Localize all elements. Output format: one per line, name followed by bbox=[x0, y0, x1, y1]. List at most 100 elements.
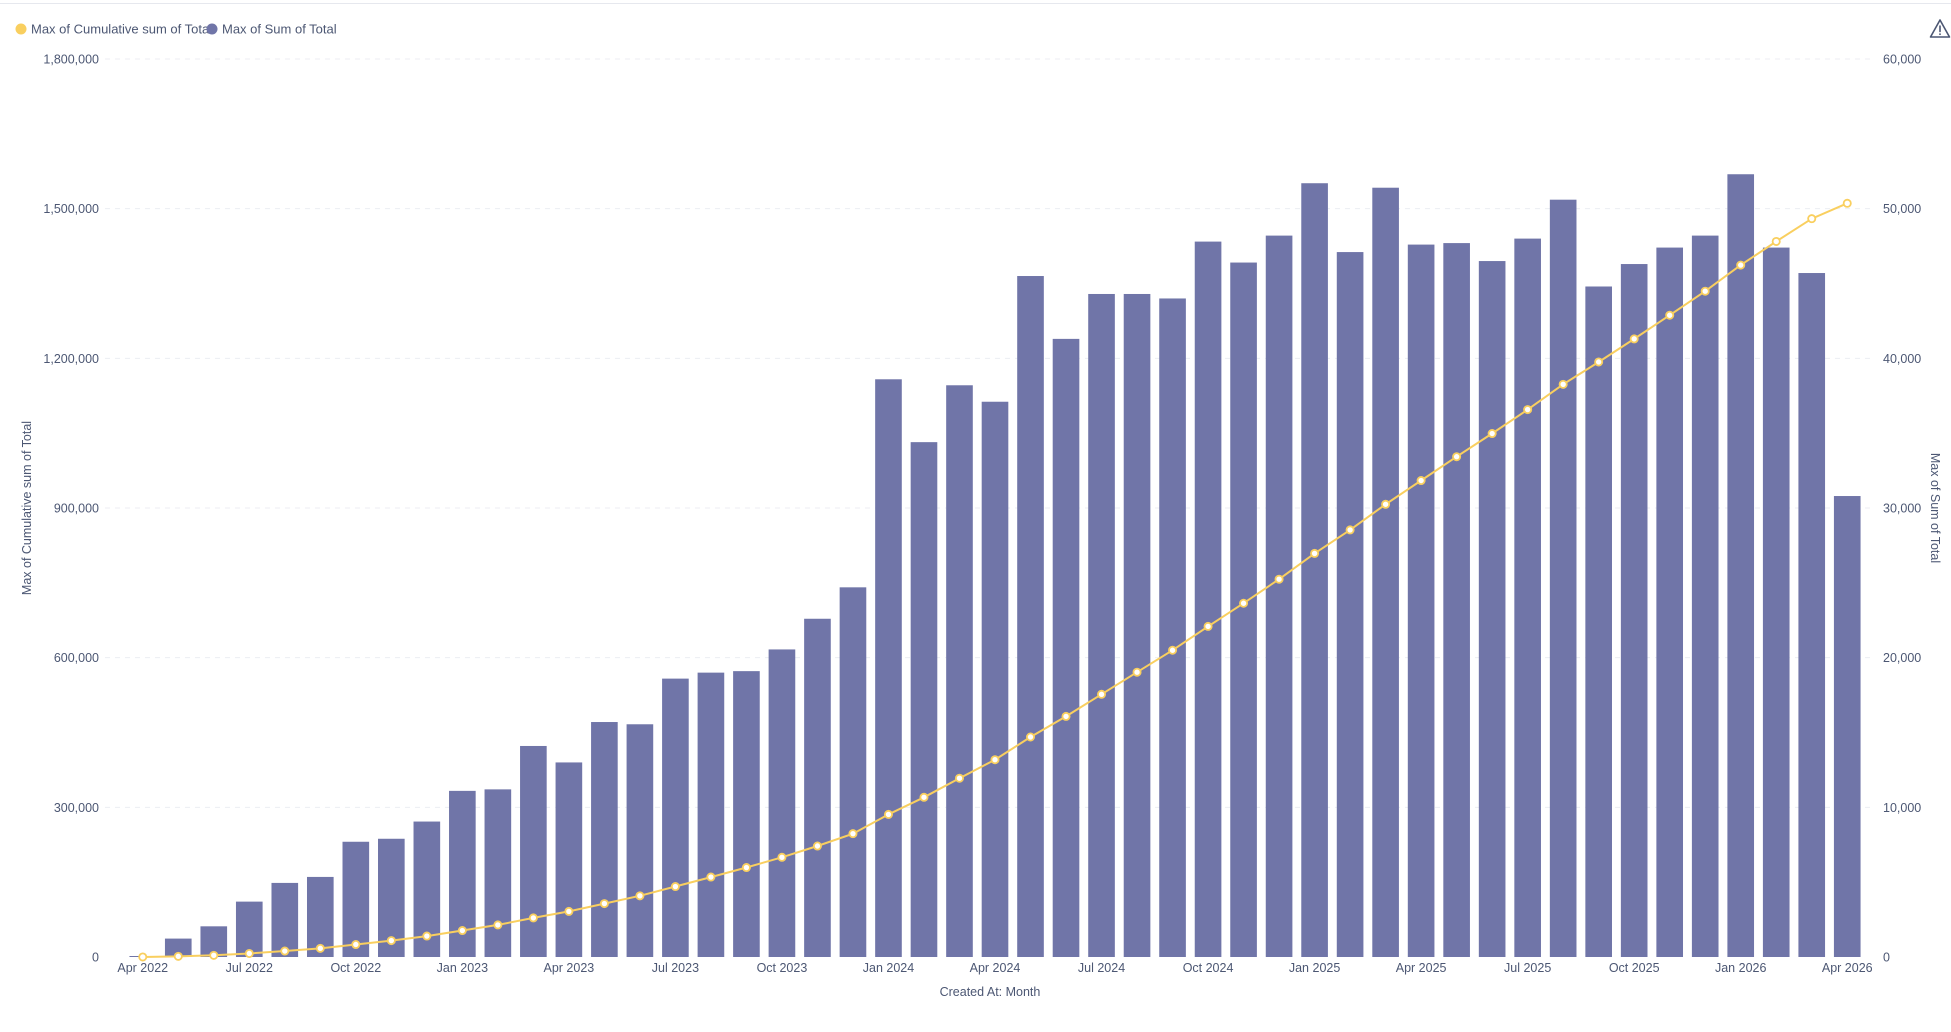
bar bbox=[164, 938, 192, 957]
line-point bbox=[1700, 286, 1710, 296]
line-point bbox=[1594, 357, 1604, 367]
x-tick-label: Jan 2025 bbox=[1289, 961, 1340, 975]
left-axis-title: Max of Cumulative sum of Total bbox=[20, 421, 34, 595]
line-point bbox=[280, 946, 290, 956]
right-y-axis: 0 10,000 20,000 30,000 40,000 50,000 60,000 bbox=[1883, 53, 1921, 965]
x-tick-label: Apr 2025 bbox=[1396, 961, 1447, 975]
legend-item-cumulative[interactable]: Max of Cumulative sum of Total bbox=[15, 22, 213, 37]
x-tick-label: Oct 2023 bbox=[757, 961, 808, 975]
x-tick-label: Jul 2025 bbox=[1504, 961, 1551, 975]
right-tick-label: 0 bbox=[1883, 951, 1890, 965]
line-point bbox=[422, 931, 432, 941]
x-tick-label: Jan 2026 bbox=[1715, 961, 1766, 975]
line-point bbox=[209, 950, 219, 960]
x-tick-label: Oct 2022 bbox=[330, 961, 381, 975]
right-tick-label: 50,000 bbox=[1883, 202, 1921, 216]
bar bbox=[555, 762, 583, 957]
left-tick-label: 1,800,000 bbox=[43, 53, 99, 67]
line-point bbox=[564, 906, 574, 916]
line-point bbox=[919, 792, 929, 802]
line-point bbox=[1487, 429, 1497, 439]
bar bbox=[804, 618, 831, 957]
bar bbox=[1052, 338, 1080, 957]
x-tick-label: Jan 2023 bbox=[437, 961, 488, 975]
bar bbox=[1265, 235, 1293, 957]
x-tick-label: Jan 2024 bbox=[863, 961, 914, 975]
bar bbox=[910, 442, 938, 957]
warning-triangle-icon[interactable] bbox=[1929, 19, 1951, 38]
right-tick-label: 60,000 bbox=[1883, 53, 1921, 67]
top-divider bbox=[0, 0, 1951, 4]
bar bbox=[1727, 174, 1755, 957]
bar bbox=[626, 724, 654, 957]
line-point bbox=[1452, 452, 1462, 462]
bar bbox=[839, 587, 867, 957]
left-tick-label: 1,200,000 bbox=[43, 352, 99, 366]
right-tick-label: 10,000 bbox=[1883, 801, 1921, 815]
line-point bbox=[1771, 236, 1781, 246]
legend-item-sum[interactable]: Max of Sum of Total bbox=[206, 22, 337, 37]
line-point bbox=[1842, 198, 1852, 208]
bar bbox=[1833, 496, 1861, 957]
line-series bbox=[138, 198, 1852, 962]
bar bbox=[875, 379, 902, 958]
legend-label-sum: Max of Sum of Total bbox=[222, 22, 337, 37]
bar bbox=[306, 876, 334, 957]
line-point bbox=[883, 809, 893, 819]
line-point bbox=[173, 951, 183, 961]
line-point bbox=[1168, 645, 1178, 655]
warning-triangle-outline bbox=[1929, 19, 1951, 38]
bar bbox=[1656, 247, 1684, 957]
line-point bbox=[528, 913, 538, 923]
bar bbox=[1443, 243, 1470, 958]
line-point bbox=[706, 872, 716, 882]
bar bbox=[1407, 244, 1435, 957]
bar bbox=[235, 901, 263, 957]
line-point bbox=[386, 936, 396, 946]
x-tick-label: Oct 2025 bbox=[1609, 961, 1660, 975]
line-point bbox=[1558, 379, 1568, 389]
bar bbox=[697, 672, 725, 957]
x-tick-label: Jul 2022 bbox=[226, 961, 273, 975]
bar bbox=[662, 678, 689, 957]
line-point bbox=[1132, 667, 1142, 677]
line-point bbox=[1665, 310, 1675, 320]
line-point bbox=[1345, 525, 1355, 535]
bar bbox=[591, 722, 618, 957]
bar bbox=[1478, 261, 1506, 957]
bar bbox=[1123, 293, 1151, 957]
line-point bbox=[244, 948, 254, 958]
line-point bbox=[1203, 621, 1213, 631]
x-tick-label: Apr 2023 bbox=[544, 961, 595, 975]
line-point bbox=[1274, 574, 1284, 584]
bar bbox=[1549, 199, 1577, 958]
left-tick-label: 300,000 bbox=[54, 801, 99, 815]
line-point bbox=[1736, 260, 1746, 270]
x-axis: Apr 2022 Jul 2022 Oct 2022 Jan 2023 Apr 2023… bbox=[117, 961, 1872, 975]
x-tick-label: Apr 2024 bbox=[970, 961, 1021, 975]
x-tick-label: Jul 2023 bbox=[652, 961, 699, 975]
bar bbox=[768, 649, 796, 957]
line-point bbox=[1416, 476, 1426, 486]
line-point bbox=[315, 943, 325, 953]
bar bbox=[1691, 235, 1719, 957]
line-point bbox=[812, 841, 822, 851]
x-tick-label: Oct 2024 bbox=[1183, 961, 1234, 975]
x-tick-label: Apr 2022 bbox=[117, 961, 168, 975]
line-point bbox=[1523, 405, 1533, 415]
legend-label-cumulative: Max of Cumulative sum of Total bbox=[31, 22, 212, 37]
bar bbox=[1336, 252, 1364, 957]
x-tick-label: Jul 2024 bbox=[1078, 961, 1125, 975]
line-point bbox=[1026, 732, 1036, 742]
bar bbox=[484, 789, 512, 957]
bar bbox=[946, 385, 973, 958]
line-point bbox=[1629, 334, 1639, 344]
x-tick-label: Apr 2026 bbox=[1822, 961, 1873, 975]
warning-mark-dot bbox=[1939, 33, 1941, 36]
left-tick-label: 900,000 bbox=[54, 502, 99, 516]
line-point bbox=[741, 863, 751, 873]
bar bbox=[342, 841, 370, 957]
bar bbox=[1798, 273, 1826, 958]
